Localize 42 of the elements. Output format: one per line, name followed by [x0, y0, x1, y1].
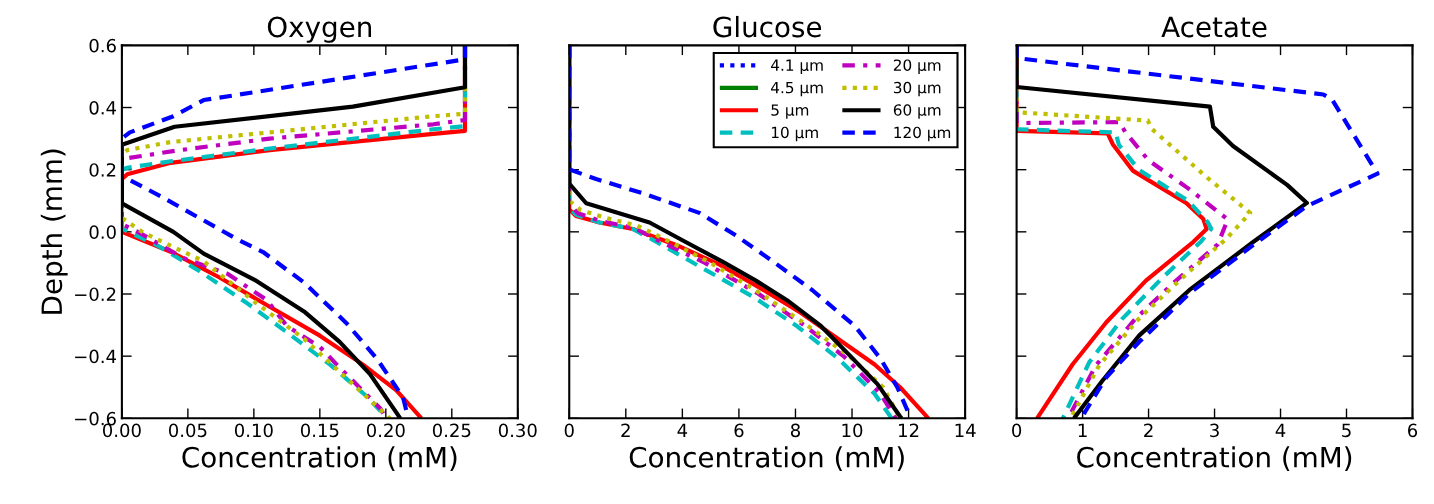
x-axis-title: Concentration (mM): [1077, 446, 1352, 471]
x-tick-label: 4: [677, 423, 688, 437]
chart-title: Glucose: [713, 15, 822, 38]
x-tick-label: 0.05: [168, 423, 207, 438]
chart-title: Acetate: [1161, 16, 1267, 38]
y-tick-label: 0.4: [89, 100, 117, 115]
x-tick-label: 8: [790, 423, 800, 438]
x-axis-title: Concentration (mM): [629, 446, 904, 471]
legend-label: 60 μm: [893, 104, 941, 119]
x-tick-label: 2: [621, 423, 630, 437]
legend-label: 20 μm: [893, 59, 941, 74]
legend-label: 30 μm: [893, 81, 941, 97]
chart-title: Oxygen: [267, 16, 372, 43]
x-tick-label: 0.10: [234, 423, 273, 438]
legend-label: 4.1 μm: [771, 59, 823, 74]
x-tick-label: 0: [1012, 423, 1022, 438]
x-tick-label: 1: [1078, 423, 1087, 437]
x-tick-label: 14: [955, 423, 976, 437]
x-tick-label: 4: [1275, 423, 1286, 437]
y-axis-title: Depth (mm): [40, 149, 68, 314]
y-tick-label: 0.0: [89, 225, 116, 239]
y-tick-label: 0.6: [89, 38, 116, 53]
y-tick-label: −0.4: [75, 349, 117, 364]
x-tick-label: 0.25: [432, 423, 471, 438]
x-tick-label: 10: [842, 423, 863, 438]
x-axis-title: Concentration (mM): [182, 446, 457, 471]
x-tick-label: 6: [1408, 423, 1418, 438]
x-tick-label: 0.30: [498, 423, 537, 438]
y-tick-label: 0.2: [89, 163, 116, 177]
legend-label: 120 μm: [894, 126, 951, 142]
legend-label: 10 μm: [771, 126, 818, 142]
x-tick-label: 0.15: [300, 423, 339, 438]
x-tick-label: 6: [734, 423, 744, 438]
x-tick-label: 3: [1210, 423, 1219, 438]
y-tick-label: −0.2: [75, 287, 116, 302]
x-tick-label: 2: [1144, 423, 1153, 437]
legend-label: 4.5 μm: [771, 82, 823, 97]
legend-label: 5 μm: [771, 104, 809, 119]
x-tick-label: 0: [564, 423, 574, 438]
x-tick-label: 0.20: [366, 423, 405, 438]
x-tick-label: 5: [1342, 423, 1351, 438]
x-tick-label: 12: [899, 423, 919, 437]
